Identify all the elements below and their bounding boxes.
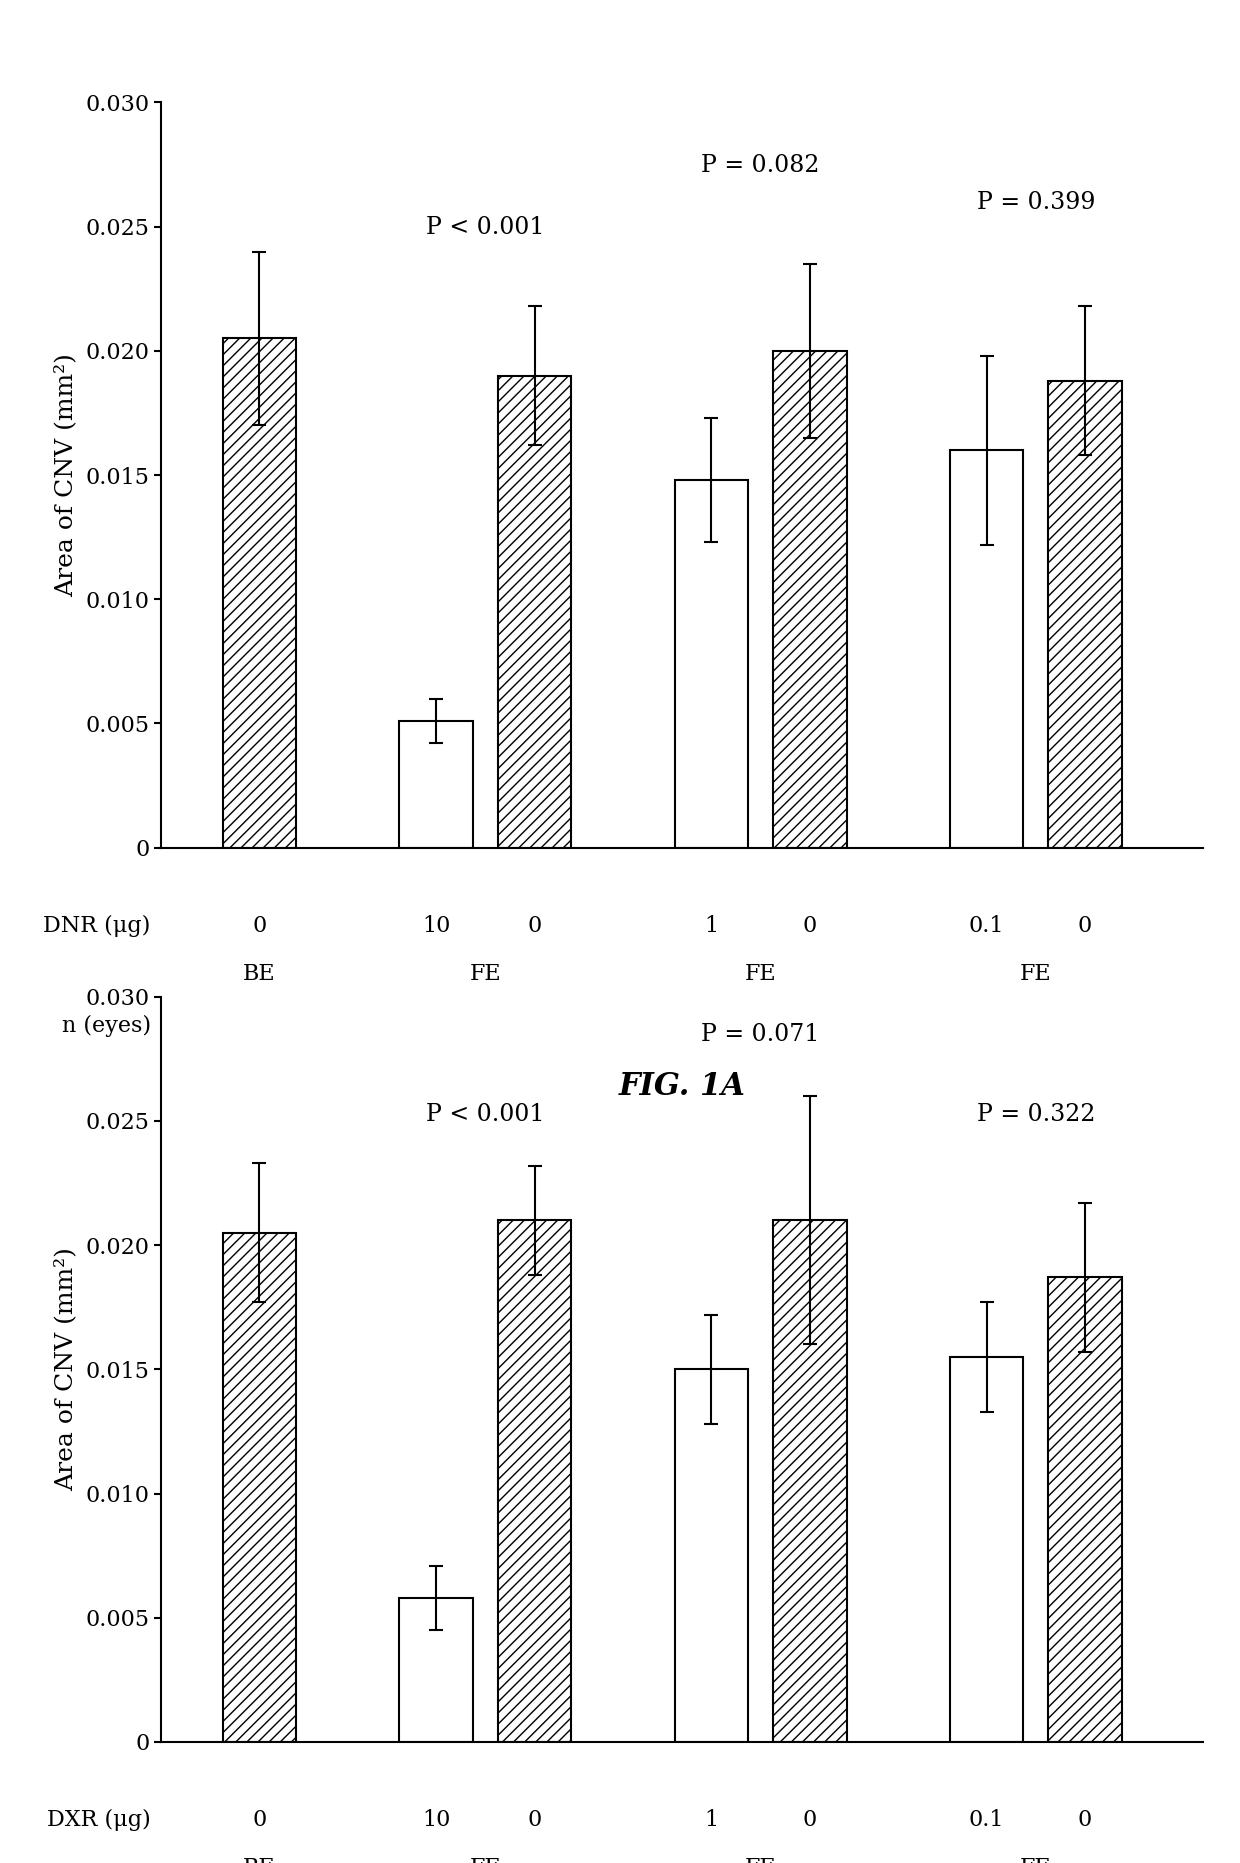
Text: DNR (μg): DNR (μg) (43, 915, 151, 937)
Text: 10: 10 (796, 1015, 823, 1038)
Text: P < 0.001: P < 0.001 (427, 1103, 544, 1125)
Text: 10: 10 (422, 1015, 450, 1038)
Bar (675, 1369, 748, 1742)
Bar (399, 721, 474, 848)
Text: FE: FE (470, 1857, 501, 1863)
Bar (675, 481, 748, 848)
Text: 1: 1 (704, 1809, 718, 1831)
Text: 10: 10 (521, 1015, 549, 1038)
Bar (399, 1598, 474, 1742)
Text: P < 0.001: P < 0.001 (427, 216, 544, 238)
Text: FE: FE (745, 1857, 776, 1863)
Bar (773, 1220, 847, 1742)
Bar (950, 451, 1023, 848)
Text: FIG. 1A: FIG. 1A (619, 1071, 745, 1103)
Text: n (eyes): n (eyes) (62, 1015, 151, 1038)
Text: 10: 10 (422, 915, 450, 937)
Text: FE: FE (745, 963, 776, 986)
Bar (1048, 1278, 1122, 1742)
Bar (223, 1233, 296, 1742)
Text: BE: BE (243, 963, 275, 986)
Text: 10: 10 (422, 1809, 450, 1831)
Text: FE: FE (1021, 963, 1052, 986)
Text: FE: FE (470, 963, 501, 986)
Bar (950, 1356, 1023, 1742)
Text: 0: 0 (1078, 915, 1092, 937)
Text: P = 0.071: P = 0.071 (702, 1023, 820, 1047)
Text: 10: 10 (246, 1015, 274, 1038)
Text: P = 0.399: P = 0.399 (977, 192, 1095, 214)
Bar (773, 350, 847, 848)
Text: 0: 0 (1078, 1809, 1092, 1831)
Bar (1048, 380, 1122, 848)
Bar (497, 376, 572, 848)
Text: 0.1: 0.1 (968, 1809, 1004, 1831)
Text: FE: FE (1021, 1857, 1052, 1863)
Text: DXR (μg): DXR (μg) (47, 1809, 151, 1831)
Text: BE: BE (243, 1857, 275, 1863)
Y-axis label: Area of CNV (mm²): Area of CNV (mm²) (53, 354, 77, 596)
Text: P = 0.082: P = 0.082 (702, 155, 820, 177)
Text: 0: 0 (802, 915, 817, 937)
Text: P = 0.322: P = 0.322 (977, 1103, 1095, 1125)
Bar (497, 1220, 572, 1742)
Text: 0.1: 0.1 (968, 915, 1004, 937)
Text: 10: 10 (1070, 1015, 1099, 1038)
Text: 0: 0 (252, 1809, 267, 1831)
Text: 0: 0 (527, 1809, 542, 1831)
Text: 0: 0 (252, 915, 267, 937)
Y-axis label: Area of CNV (mm²): Area of CNV (mm²) (53, 1248, 77, 1490)
Text: 1: 1 (704, 915, 718, 937)
Text: 0: 0 (527, 915, 542, 937)
Text: 10: 10 (972, 1015, 1001, 1038)
Text: 10: 10 (697, 1015, 725, 1038)
Text: 0: 0 (802, 1809, 817, 1831)
Bar (223, 339, 296, 848)
